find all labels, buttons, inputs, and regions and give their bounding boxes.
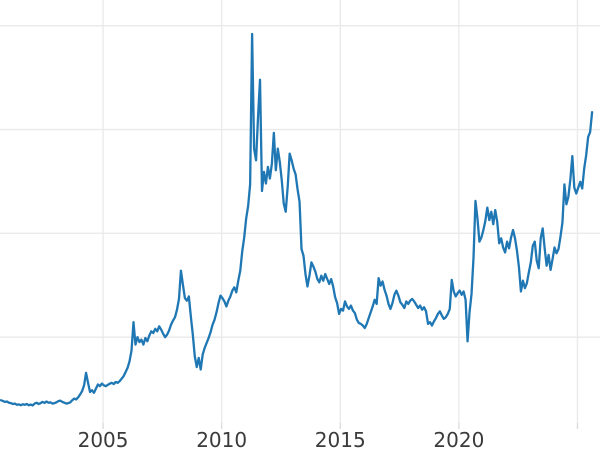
x-tick-label: 2020 bbox=[433, 428, 484, 450]
price-series-line bbox=[0, 32, 594, 407]
x-tick-label: 2005 bbox=[78, 428, 129, 450]
x-tick-label: 2010 bbox=[196, 428, 247, 450]
x-tick-label: 2015 bbox=[315, 428, 366, 450]
